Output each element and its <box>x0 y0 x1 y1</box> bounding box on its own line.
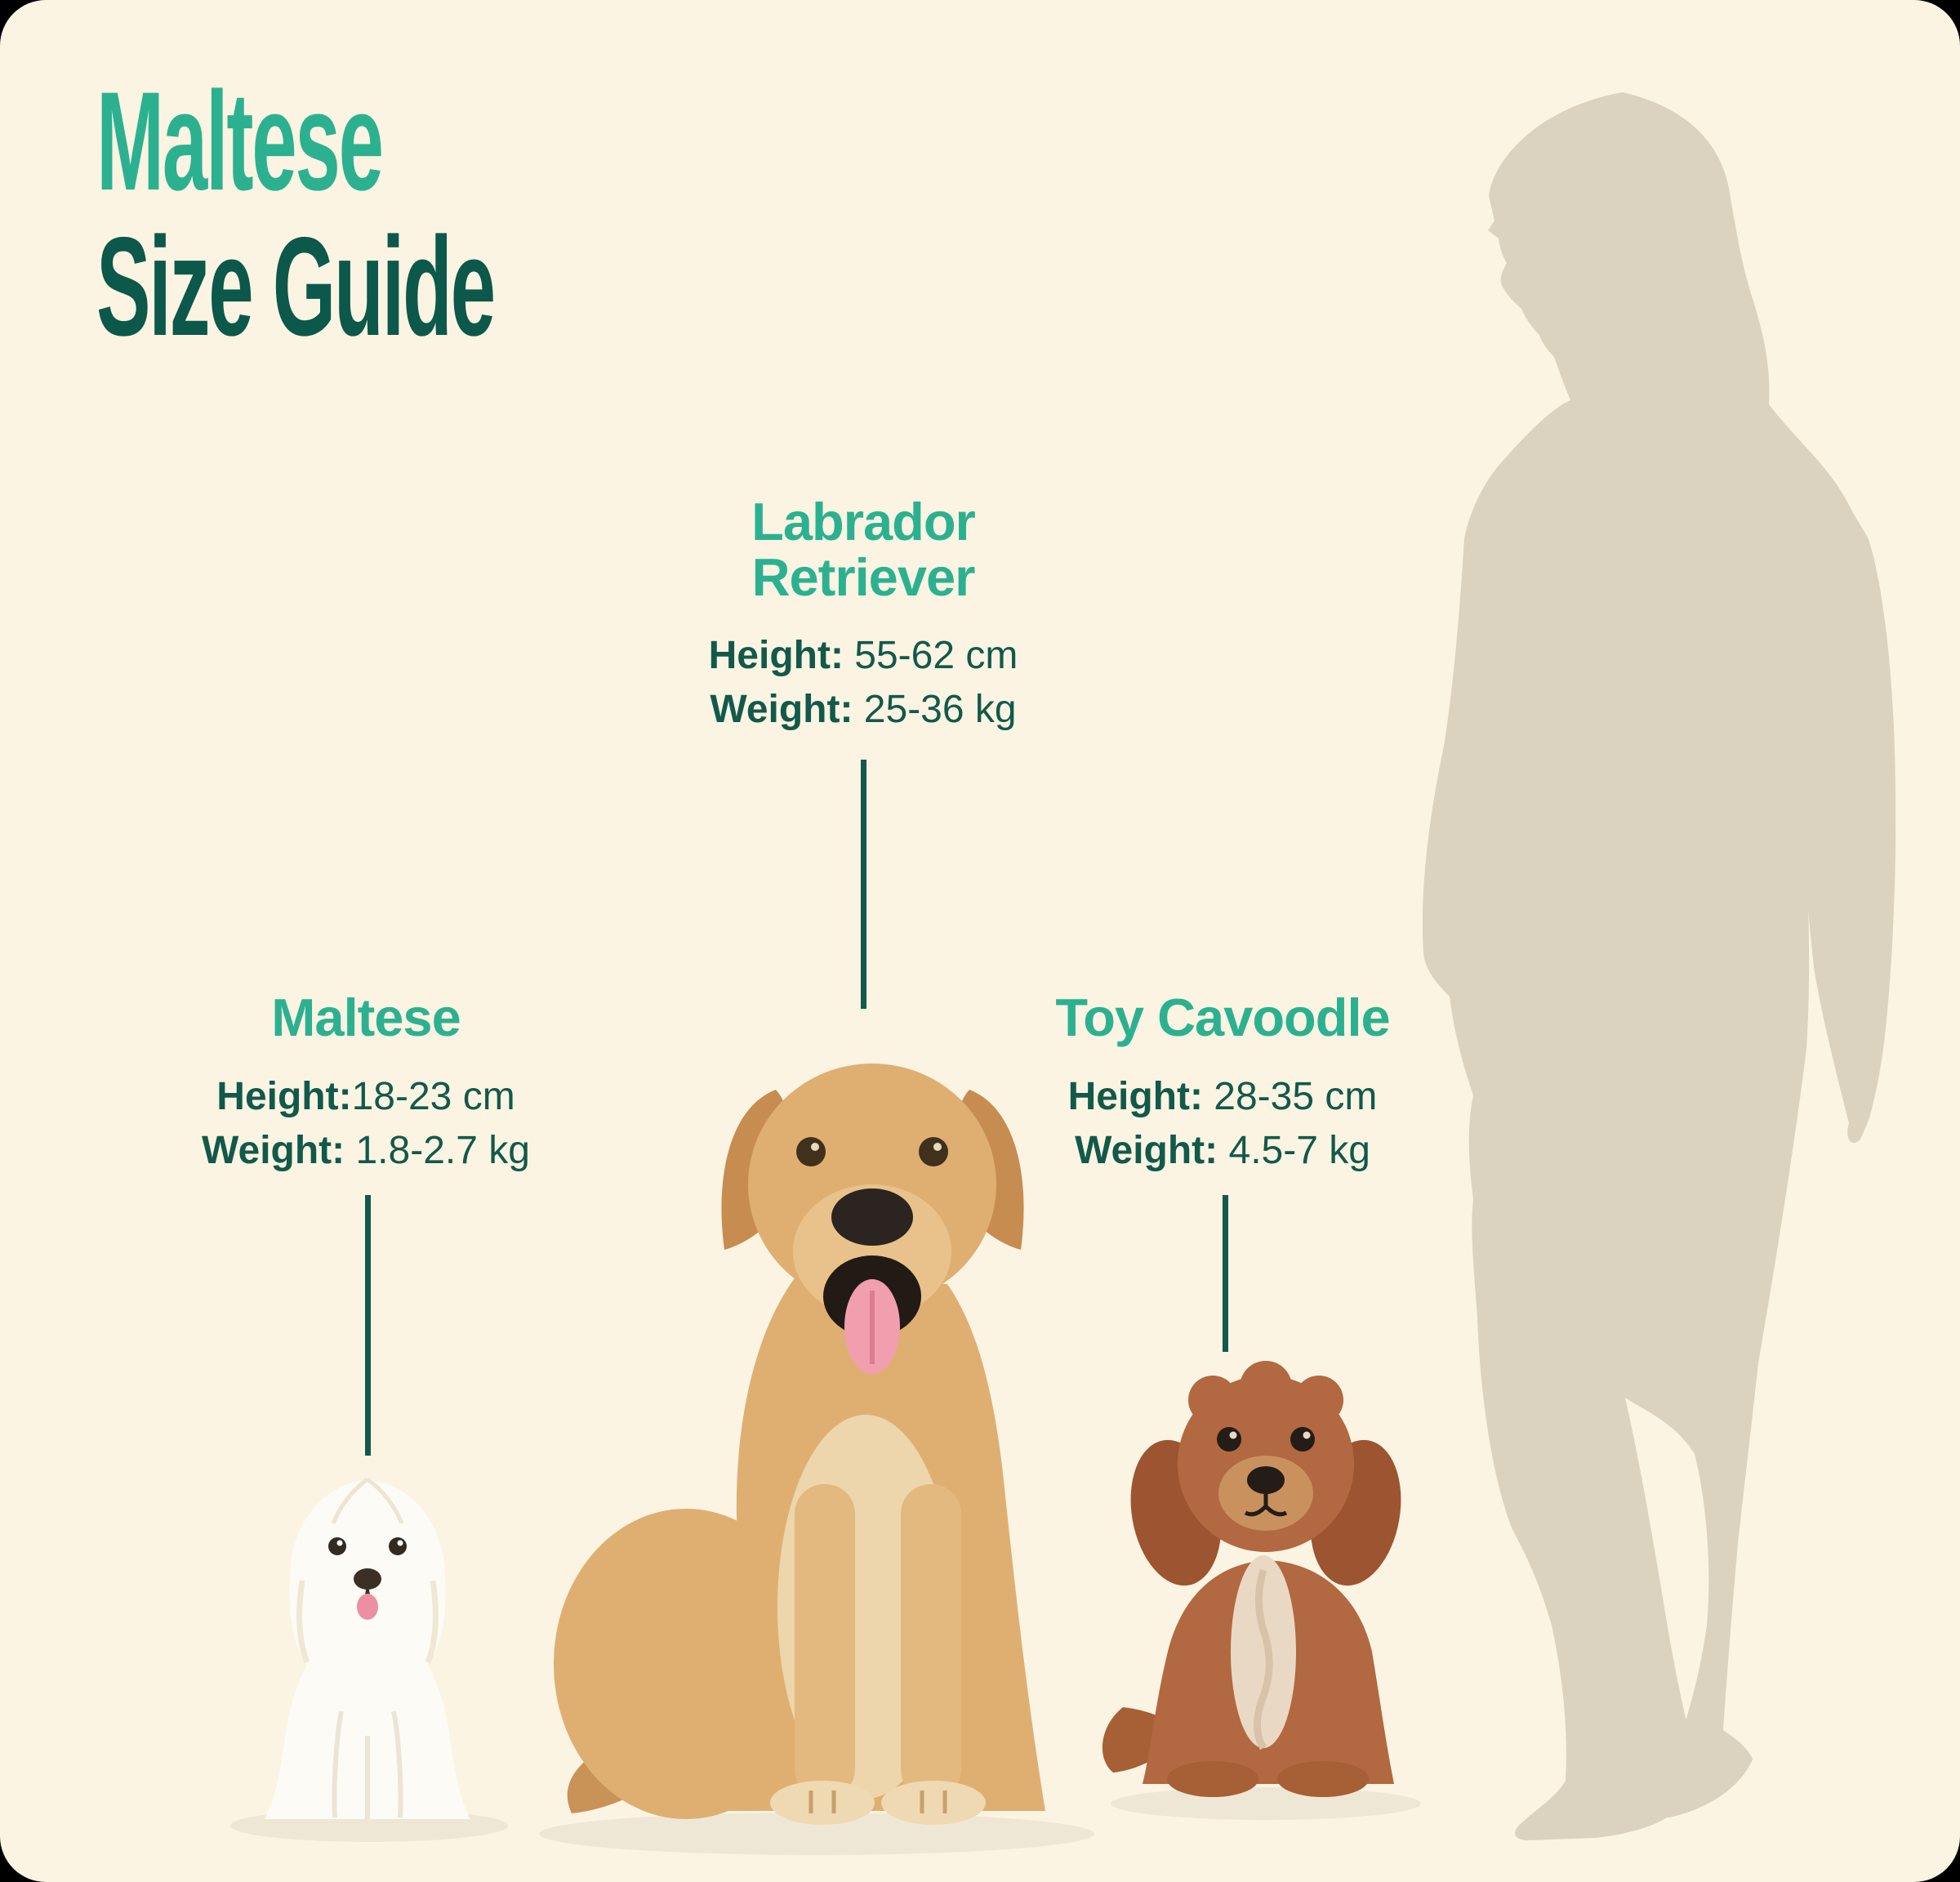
maltese-weight-value: 1.8-2.7 kg <box>355 1129 530 1172</box>
labrador-weight-stat: Weight: 25-36 kg <box>709 683 1018 737</box>
labrador-connector-line <box>861 760 866 1009</box>
labrador-name-line2: Retriever <box>751 547 976 607</box>
labrador-head <box>721 1064 1024 1374</box>
cavoodle-name-label: Toy Cavoodle <box>1055 988 1390 1047</box>
maltese-height-value: 18-23 cm <box>351 1075 515 1118</box>
maltese-height-label: Height: <box>216 1075 352 1118</box>
maltese-name: Maltese <box>271 988 461 1047</box>
cavoodle-stats: Height: 28-35 cm Weight: 4.5-7 kg <box>1068 1070 1378 1178</box>
maltese-weight-stat: Weight: 1.8-2.7 kg <box>202 1124 530 1178</box>
human-silhouette <box>1422 92 1896 1840</box>
cavoodle-body <box>1102 1555 1394 1797</box>
maltese-connector-line <box>365 1195 371 1456</box>
page-title: Maltese Size Guide <box>96 63 496 365</box>
cavoodle-illustration <box>1102 1361 1401 1797</box>
labrador-body <box>554 1276 1045 1825</box>
labrador-weight-label: Weight: <box>710 688 864 731</box>
maltese-stats: Height:18-23 cm Weight: 1.8-2.7 kg <box>202 1070 530 1178</box>
cavoodle-head <box>1130 1361 1401 1586</box>
cavoodle-name: Toy Cavoodle <box>1055 988 1390 1047</box>
cavoodle-connector-line <box>1223 1195 1228 1352</box>
cavoodle-weight-value: 4.5-7 kg <box>1228 1129 1370 1172</box>
maltese-weight-label: Weight: <box>202 1129 356 1172</box>
cavoodle-weight-stat: Weight: 4.5-7 kg <box>1068 1124 1378 1178</box>
labrador-weight-value: 25-36 kg <box>863 688 1017 731</box>
maltese-head <box>289 1477 446 1677</box>
cavoodle-height-stat: Height: 28-35 cm <box>1068 1070 1378 1124</box>
page-title-line2: Size Guide <box>96 208 496 365</box>
labrador-stats: Height: 55-62 cm Weight: 25-36 kg <box>709 629 1018 737</box>
labrador-height-label: Height: <box>708 634 855 677</box>
maltese-illustration <box>265 1477 470 1819</box>
labrador-illustration <box>554 1064 1045 1825</box>
maltese-name-label: Maltese <box>271 988 461 1047</box>
cavoodle-height-value: 28-35 cm <box>1214 1075 1378 1118</box>
cavoodle-weight-label: Weight: <box>1075 1129 1229 1172</box>
page-title-line1: Maltese <box>96 63 384 220</box>
maltese-height-stat: Height:18-23 cm <box>202 1070 530 1124</box>
cavoodle-height-label: Height: <box>1067 1075 1214 1118</box>
labrador-height-value: 55-62 cm <box>854 634 1018 677</box>
labrador-height-stat: Height: 55-62 cm <box>709 629 1018 683</box>
labrador-name-line1: Labrador <box>751 492 976 551</box>
labrador-name-label: Labrador Retriever <box>751 492 976 607</box>
